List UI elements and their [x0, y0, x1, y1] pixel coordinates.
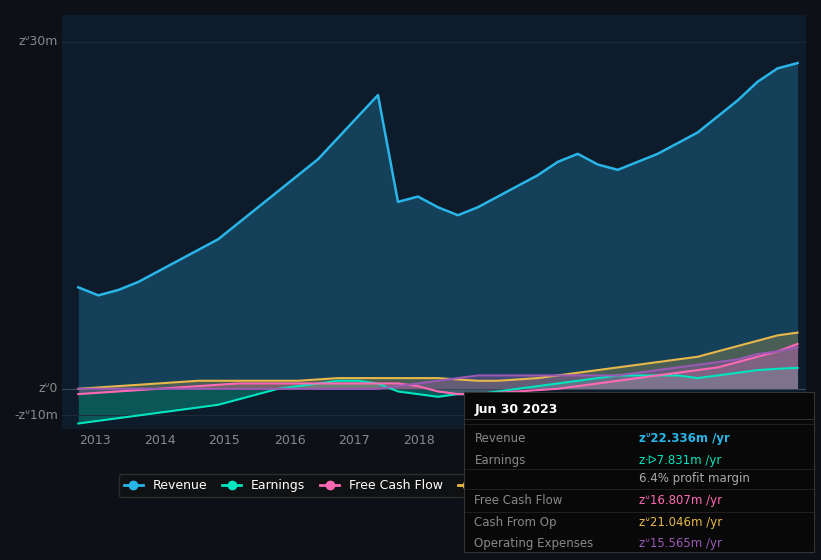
Text: Operating Expenses: Operating Expenses: [475, 537, 594, 550]
Text: zᐡ16.807m /yr: zᐡ16.807m /yr: [639, 494, 722, 507]
Text: -zᐡ10m: -zᐡ10m: [15, 409, 58, 422]
Text: zᐒ7.831m /yr: zᐒ7.831m /yr: [639, 454, 722, 467]
Legend: Revenue, Earnings, Free Cash Flow, Cash From Op, Operating Expenses: Revenue, Earnings, Free Cash Flow, Cash …: [119, 474, 749, 497]
Text: Cash From Op: Cash From Op: [475, 516, 557, 529]
Text: zᐡ21.046m /yr: zᐡ21.046m /yr: [639, 516, 722, 529]
Text: Jun 30 2023: Jun 30 2023: [475, 403, 557, 416]
Text: Earnings: Earnings: [475, 454, 525, 467]
Text: zᐡ0: zᐡ0: [39, 382, 58, 395]
Text: Revenue: Revenue: [475, 432, 525, 445]
Text: zᐡ15.565m /yr: zᐡ15.565m /yr: [639, 537, 722, 550]
Text: Free Cash Flow: Free Cash Flow: [475, 494, 562, 507]
Text: 6.4% profit margin: 6.4% profit margin: [639, 472, 750, 485]
Text: zᐡ22.336m /yr: zᐡ22.336m /yr: [639, 432, 730, 445]
Text: zᐡ30m: zᐡ30m: [19, 35, 58, 48]
